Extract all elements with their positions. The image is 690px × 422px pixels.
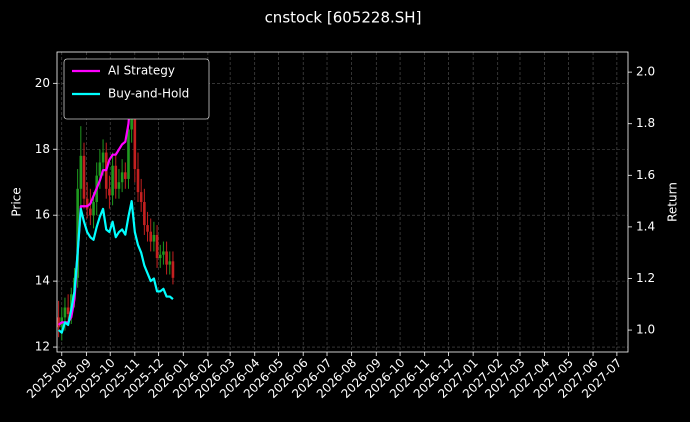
candle-body — [117, 182, 121, 189]
candle-body — [133, 89, 137, 170]
candle-body — [127, 129, 130, 179]
candle-body — [158, 254, 162, 259]
candle-body — [79, 155, 83, 189]
legend-label: AI Strategy — [108, 64, 175, 78]
candle-body — [168, 261, 172, 265]
legend-box — [63, 58, 210, 120]
chart-title: cnstock [605228.SH] — [265, 9, 422, 27]
candle-body — [82, 155, 86, 199]
y2-axis-label: Return — [666, 182, 680, 222]
y-tick-label: 18 — [35, 142, 50, 156]
candle-body — [162, 251, 165, 255]
y2-tick-label: 1.4 — [636, 219, 655, 233]
y-tick-label: 20 — [35, 76, 50, 90]
candle-body — [123, 172, 127, 179]
legend-label: Buy-and-Hold — [108, 87, 189, 101]
y2-tick-label: 1.2 — [636, 271, 655, 285]
candle-body — [114, 165, 118, 189]
candle-body — [139, 192, 143, 202]
candle-body — [146, 225, 149, 232]
plot-frame — [56, 51, 629, 353]
y2-tick-label: 1.0 — [636, 323, 655, 337]
candle-body — [98, 162, 102, 176]
y-tick-label: 16 — [35, 208, 50, 222]
y-tick-label: 12 — [35, 340, 50, 354]
series-line — [57, 83, 142, 326]
candle-body — [66, 307, 70, 315]
candle-body — [101, 152, 105, 163]
candle-body — [120, 172, 124, 183]
y2-tick-label: 2.0 — [636, 65, 655, 79]
candle-body — [92, 202, 95, 216]
candle-body — [76, 188, 79, 278]
candle-body — [111, 165, 114, 196]
y2-tick-label: 1.6 — [636, 168, 655, 182]
candle-body — [149, 231, 153, 242]
candle-body — [165, 251, 168, 265]
candle-body — [57, 317, 60, 328]
y-axis-label: Price — [10, 187, 24, 216]
y2-tick-label: 1.8 — [636, 116, 655, 130]
candle-body — [85, 198, 89, 209]
candle-body — [143, 202, 146, 226]
candle-body — [108, 188, 111, 196]
candle-body — [155, 234, 159, 259]
series-line — [57, 200, 174, 334]
candle-body — [63, 307, 67, 318]
y-tick-label: 14 — [35, 274, 50, 288]
candle-body — [136, 169, 140, 193]
candle-body — [89, 208, 92, 216]
candle-body — [171, 261, 175, 278]
candle-body — [152, 234, 156, 242]
